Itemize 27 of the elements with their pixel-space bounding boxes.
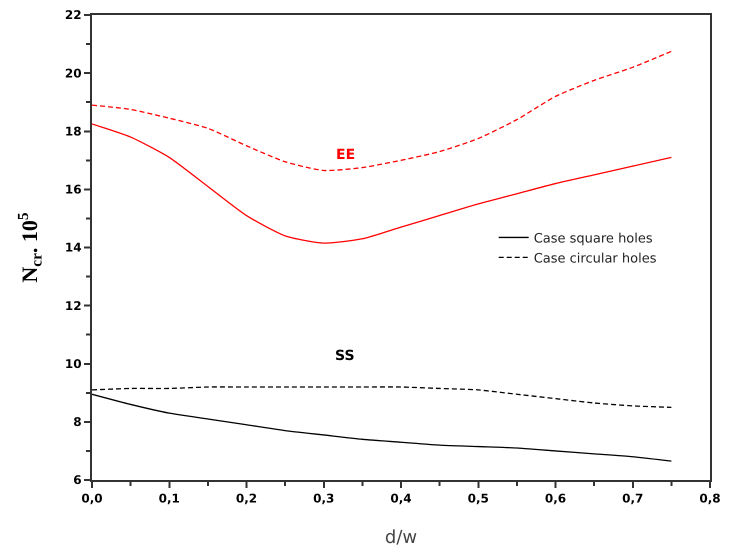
- y-tick-label: 10: [64, 356, 82, 371]
- annotation: SS: [335, 348, 355, 364]
- legend-label: Case circular holes: [534, 251, 657, 266]
- y-tick-label: 8: [73, 415, 82, 430]
- x-tick-label: 0,0: [81, 491, 103, 506]
- x-axis-title: d/w: [384, 527, 418, 548]
- x-tick-label: 0,4: [390, 491, 412, 506]
- x-tick-label: 0,3: [313, 491, 334, 506]
- y-tick-label: 22: [64, 8, 82, 22]
- x-tick-label: 0,1: [158, 491, 180, 506]
- y-tick-label: 18: [64, 124, 82, 138]
- y-tick-label: 14: [64, 240, 82, 255]
- x-tick-label: 0,5: [468, 491, 489, 506]
- x-tick-label: 0,2: [236, 491, 258, 506]
- line-series: [92, 123, 672, 244]
- x-tick-label: 0,7: [622, 491, 644, 506]
- y-tick-label: 16: [64, 182, 82, 197]
- x-tick-label: 0,6: [544, 491, 566, 506]
- y-tick-label: 6: [73, 473, 82, 488]
- x-tick-label: 0,8: [699, 491, 721, 506]
- line-series: [92, 394, 672, 462]
- y-tick-label: 20: [64, 66, 82, 80]
- legend-label: Case square holes: [534, 232, 653, 247]
- line-series: [92, 386, 672, 408]
- line-series: [92, 50, 672, 172]
- y-tick-label: 12: [64, 298, 82, 313]
- annotation: EE: [336, 147, 356, 163]
